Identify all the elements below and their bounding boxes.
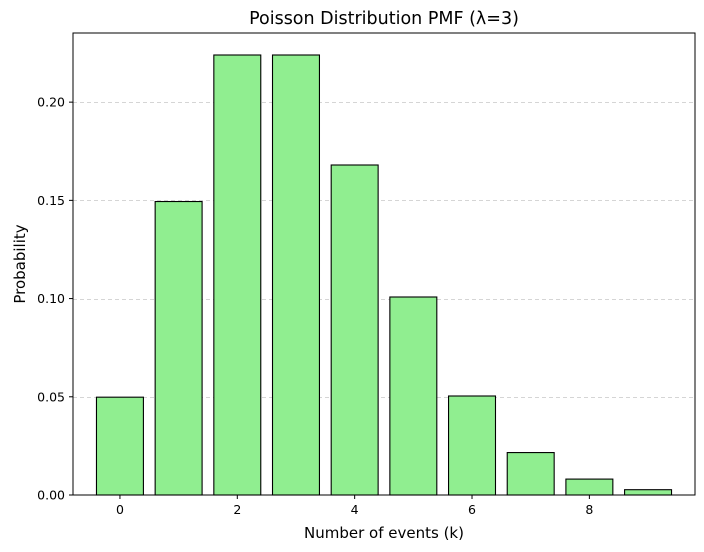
y-tick-label-3: 0.15 [37,193,65,208]
bar-k6 [447,395,497,496]
bars [95,54,673,496]
x-tick-label-8: 8 [585,502,593,517]
plot-frame [72,32,696,496]
x-tick-label-2: 2 [233,502,241,517]
y-axis-title: Probability [11,224,29,303]
x-tick-label-0: 0 [116,502,124,517]
bar-k2 [213,54,262,496]
x-axis-title: Number of events (k) [304,524,464,542]
x-tick-label-6: 6 [468,502,476,517]
y-tick-label-4: 0.20 [37,95,65,110]
bar-k3 [271,54,321,496]
y-tick-label-0: 0.00 [37,488,65,503]
bar-k8 [565,478,614,496]
bar-k7 [506,452,555,496]
chart-title: Poisson Distribution PMF (λ=3) [249,9,519,29]
y-ticks: 0.00 0.05 0.10 0.15 0.20 [37,95,73,503]
bar-k9 [624,489,673,496]
y-tick-label-2: 0.10 [37,291,65,306]
bar-k0 [95,396,144,496]
grid-lines [73,102,695,398]
x-tick-label-4: 4 [351,502,359,517]
bar-k5 [389,296,438,496]
y-tick-label-1: 0.05 [37,389,65,404]
bar-k1 [154,200,203,496]
x-ticks: 0 2 4 6 8 [116,495,593,517]
bar-k4 [330,164,379,496]
